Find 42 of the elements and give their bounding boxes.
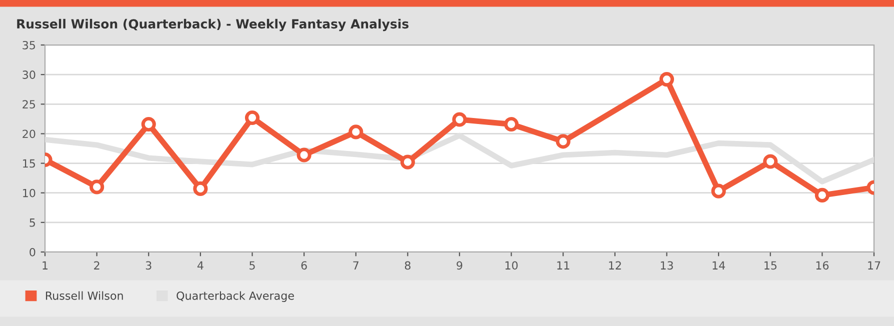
x-tick-label: 5 [250,261,255,270]
x-tick-label: 11 [557,261,570,270]
y-tick-label: 20 [22,130,36,138]
point [296,148,312,162]
x-tick-label: 9 [456,261,462,270]
point [763,154,778,169]
x-tick-label: 15 [764,261,776,270]
x-tick-label: 7 [353,261,358,270]
x-tick-label: 13 [660,261,673,270]
point [556,134,570,149]
x-tick-label: 4 [197,261,204,270]
point [244,110,260,126]
point [452,112,467,127]
x-tick-label: 14 [712,261,726,270]
point [659,72,674,87]
chart-title: Russell Wilson (Quarterback) - Weekly Fantasy Analysis [17,18,408,32]
x-tick-label: 8 [404,261,410,270]
point [504,116,519,132]
x-tick-label: 1 [42,261,48,270]
y-tick-label: 0 [30,248,36,256]
point [814,188,830,203]
y-tick-label: 15 [23,159,35,168]
y-tick-label: 5 [30,218,35,227]
x-tick-label: 12 [609,261,621,270]
legend-label: Quarterback Average [176,291,294,302]
x-tick-label: 2 [94,261,100,270]
x-tick-label: 16 [816,261,829,270]
y-tick-label: 10 [23,188,36,198]
point [348,124,364,140]
point [90,180,104,194]
x-tick-label: 3 [146,261,152,270]
point [193,181,208,196]
x-tick-label: 17 [868,261,880,270]
y-tick-label: 35 [22,40,35,50]
point [711,184,726,198]
point [400,154,415,170]
y-tick-label: 25 [22,100,35,109]
x-tick-label: 6 [301,261,307,270]
legend-label: Russell Wilson [46,291,123,300]
x-tick-label: 10 [505,261,518,270]
y-tick-label: 30 [22,70,36,79]
point [141,116,156,132]
